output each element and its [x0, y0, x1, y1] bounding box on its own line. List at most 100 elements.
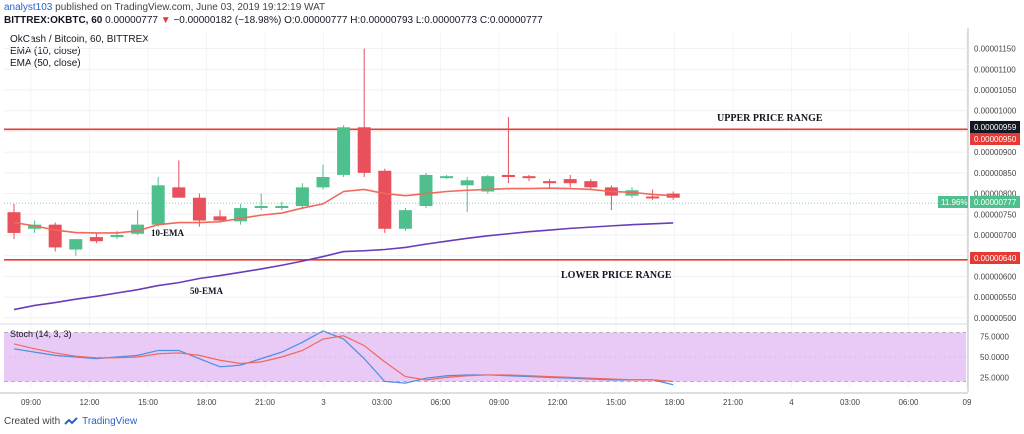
price-tick-label: 0.00000800	[974, 190, 1017, 199]
last-price: 0.00000777	[105, 15, 158, 26]
chart-legend: OkCash / Bitcoin, 60, BITTREX EMA (10, c…	[10, 34, 149, 70]
candle-body	[28, 224, 42, 229]
change-down-icon: ▼	[160, 15, 171, 26]
candle	[254, 193, 268, 211]
candle	[378, 168, 392, 233]
time-tick-label: 21:00	[723, 398, 744, 407]
tag-upper: 0.00000950	[974, 135, 1017, 144]
candle-body	[7, 212, 21, 233]
price-tag-current: 11.96% 0.00000777	[938, 196, 1020, 208]
candle-body	[295, 187, 309, 206]
candle	[48, 222, 62, 252]
candle-body	[275, 206, 289, 208]
candle-body	[69, 239, 83, 250]
stoch-pane	[4, 330, 966, 386]
candle	[522, 174, 536, 182]
candle-body	[316, 177, 330, 188]
price-tick-label: 0.00000600	[974, 272, 1017, 281]
ema-lines	[13, 187, 674, 311]
legend-ema50[interactable]: EMA (50, close)	[10, 58, 81, 69]
stoch-k-line	[13, 330, 674, 386]
candle-body	[419, 174, 433, 206]
candle	[440, 174, 454, 180]
price-tag-lower: 0.00000640	[970, 252, 1020, 264]
candle-body	[584, 181, 598, 188]
candle	[501, 116, 515, 184]
author-link[interactable]: analyst103	[4, 2, 53, 13]
candle	[172, 160, 186, 198]
price-tick-label: 0.00000550	[974, 293, 1017, 302]
candle	[275, 201, 289, 211]
price-tick-label: 0.00000500	[974, 314, 1017, 323]
candle-body	[460, 180, 474, 186]
published-text: published on TradingView.com, June 03, 2…	[55, 2, 326, 13]
ticker-symbol: BITTREX:OKBTC, 60	[4, 15, 103, 26]
time-tick-label: 15:00	[606, 398, 627, 407]
time-tick-label: 03:00	[372, 398, 393, 407]
time-tick-label: 09	[963, 398, 972, 407]
tradingview-brand[interactable]: TradingView	[82, 416, 138, 427]
legend-symbol[interactable]: OkCash / Bitcoin, 60, BITTREX	[10, 34, 149, 45]
price-tick-label: 0.00000750	[974, 210, 1017, 219]
time-axis[interactable]: 09:00 12:00 15:00 18:00 21:00 3 03:00 06:00 09:0…	[0, 323, 972, 407]
candle	[584, 179, 598, 190]
candle-body	[543, 181, 557, 184]
candle-body	[357, 127, 371, 173]
price-change: −0.00000182 (−18.98%)	[173, 15, 282, 26]
publisher-line: analyst103 published on TradingView.com,…	[4, 2, 325, 13]
ema10-label: 10-EMA	[151, 228, 184, 238]
time-tick-label: 06:00	[430, 398, 451, 407]
candle-body	[398, 210, 412, 229]
price-tick-label: 0.00000900	[974, 148, 1017, 157]
upper-range-label: UPPER PRICE RANGE	[717, 113, 823, 124]
ema50-label: 50-EMA	[190, 286, 223, 296]
candle-body	[254, 206, 268, 208]
candle-body	[522, 176, 536, 179]
ema10-line	[13, 187, 674, 234]
grid	[4, 32, 968, 388]
candle-body	[501, 174, 515, 177]
time-tick-label: 03:00	[840, 398, 861, 407]
tradingview-logo-icon	[64, 417, 78, 425]
candle	[89, 232, 103, 244]
time-tick-label: 12:00	[547, 398, 568, 407]
candle-body	[481, 176, 495, 192]
price-tick-label: 0.00001150	[974, 45, 1016, 54]
time-tick-label: 18:00	[196, 398, 217, 407]
time-tick-label: 15:00	[138, 398, 159, 407]
candle-body	[89, 237, 103, 242]
candle	[151, 177, 165, 227]
candle	[316, 164, 330, 190]
price-tag-upper: 0.00000950	[970, 133, 1020, 145]
price-axis[interactable]: 0.000005000.000005500.000006000.00000650…	[967, 28, 1017, 392]
created-with-text: Created with	[4, 416, 61, 427]
candle	[7, 203, 21, 240]
price-tick-label: 0.00001050	[974, 86, 1017, 95]
time-tick-label: 12:00	[79, 398, 100, 407]
time-tick-label: 3	[321, 398, 326, 407]
price-tick-label: 0.00000700	[974, 231, 1017, 240]
candle-body	[440, 176, 454, 179]
price-tag-upper-top: 0.00000959	[970, 121, 1020, 133]
candle	[234, 203, 248, 225]
candle	[295, 183, 309, 209]
stoch-d-line	[13, 335, 674, 383]
candle-body	[131, 224, 145, 234]
candle-body	[563, 179, 577, 184]
candle	[69, 239, 83, 256]
legend-ema10[interactable]: EMA (10, close)	[10, 46, 81, 57]
price-tick-label: 0.00001000	[974, 107, 1017, 116]
candle	[398, 208, 412, 231]
candle	[28, 220, 42, 233]
candle-body	[172, 187, 186, 198]
candle-body	[646, 196, 660, 199]
price-tick-label: 0.00000850	[974, 169, 1017, 178]
stoch-tick-label: 25.0000	[980, 373, 1009, 382]
candle	[481, 174, 495, 194]
candle	[563, 174, 577, 188]
footer: Created with TradingView	[4, 416, 137, 427]
stoch-legend[interactable]: Stoch (14, 3, 3)	[10, 329, 72, 339]
price-levels	[4, 128, 968, 261]
candle	[543, 179, 557, 188]
